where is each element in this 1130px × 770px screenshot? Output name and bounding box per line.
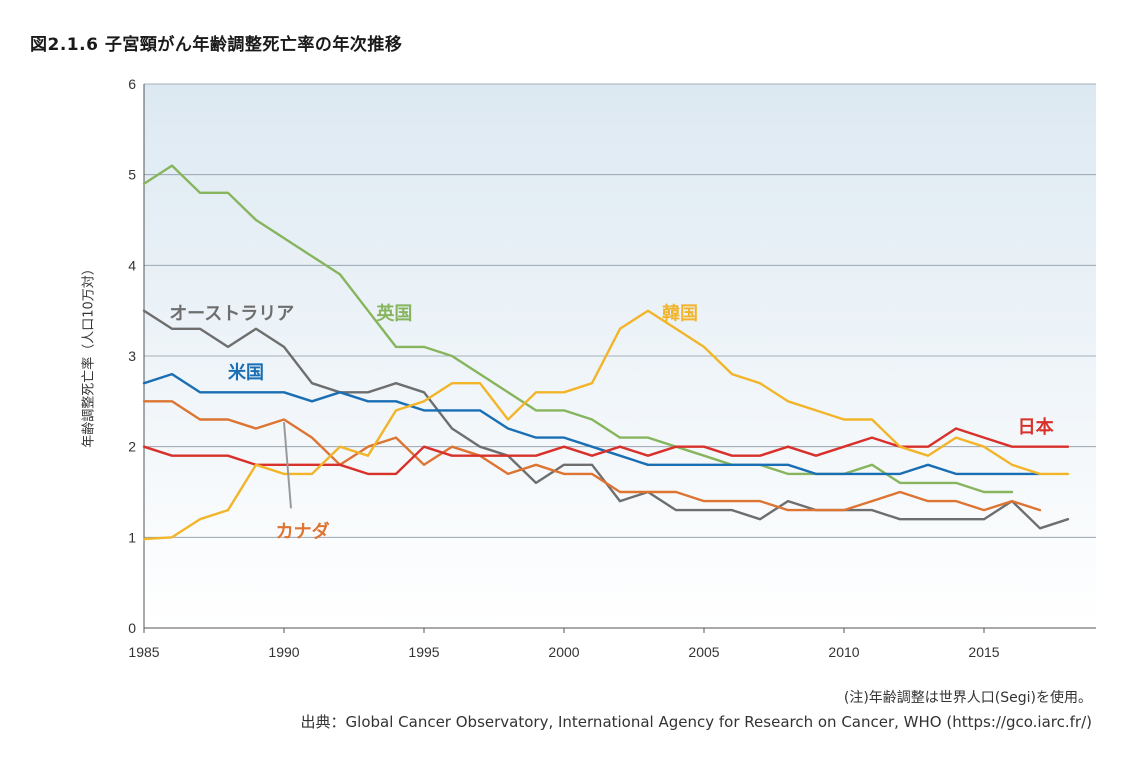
axes: 0 1 2 3 4 5 6 1985 1990 1995 2000 2005 2010 2015 bbox=[128, 76, 1096, 660]
series-label: 日本 bbox=[1018, 416, 1054, 438]
y-tick-label: 0 bbox=[128, 620, 136, 636]
source-citation: 出典：Global Cancer Observatory, Internatio… bbox=[300, 713, 1092, 731]
series-label: オーストラリア bbox=[169, 304, 294, 325]
series-label: 韓国 bbox=[662, 303, 698, 325]
series-lines bbox=[142, 164, 1070, 541]
x-tick-label: 2005 bbox=[688, 644, 719, 660]
y-tick-label: 2 bbox=[128, 439, 136, 455]
series-label: 米国 bbox=[228, 362, 264, 384]
series-label: カナダ bbox=[276, 520, 330, 542]
x-tick-label: 2015 bbox=[968, 644, 999, 660]
x-tick-label: 2010 bbox=[828, 644, 859, 660]
series-line-0 bbox=[142, 164, 1014, 494]
series-line-4 bbox=[142, 427, 1070, 476]
figure-title: 図2.1.6 子宮頸がん年齢調整死亡率の年次推移 bbox=[30, 35, 403, 55]
x-tick-label: 2000 bbox=[548, 644, 579, 660]
y-tick-label: 4 bbox=[128, 257, 136, 273]
y-tick-label: 5 bbox=[128, 167, 136, 183]
x-tick-label: 1985 bbox=[128, 644, 159, 660]
y-tick-label: 1 bbox=[128, 529, 136, 545]
y-tick-label: 3 bbox=[128, 348, 136, 364]
x-tick-label: 1995 bbox=[408, 644, 439, 660]
series-label: 英国 bbox=[375, 303, 412, 325]
series-line-2 bbox=[142, 372, 1042, 476]
label-pointer-line bbox=[283, 422, 292, 509]
series-line-3 bbox=[142, 400, 1042, 512]
footnote: (注)年齢調整は世界人口(Segi)を使用。 bbox=[843, 690, 1092, 706]
x-tick-label: 1990 bbox=[268, 644, 299, 660]
y-tick-label: 6 bbox=[128, 76, 136, 92]
series-line-5 bbox=[142, 309, 1070, 541]
